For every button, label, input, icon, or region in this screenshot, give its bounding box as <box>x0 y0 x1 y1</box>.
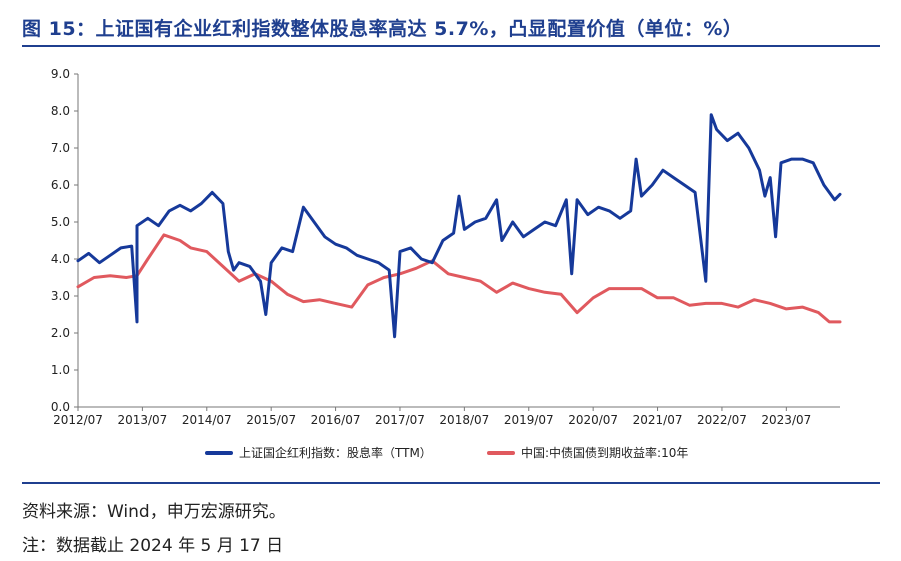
x-tick-label: 2013/07 <box>117 413 167 427</box>
source-note: 资料来源：Wind，申万宏源研究。 <box>22 502 286 522</box>
legend-swatch-bond-yield <box>487 450 515 455</box>
y-tick-label: 3.0 <box>51 289 70 303</box>
y-tick-label: 6.0 <box>51 178 70 192</box>
y-tick-label: 1.0 <box>51 363 70 377</box>
x-tick-label: 2022/07 <box>697 413 747 427</box>
legend-swatch-dividend-yield <box>205 450 233 455</box>
legend-item-bond-yield: 中国:中债国债到期收益率:10年 <box>487 444 688 461</box>
chart-title: 图 15：上证国有企业红利指数整体股息率高达 5.7%，凸显配置价值（单位：%） <box>22 18 743 40</box>
footer-rule <box>22 482 880 484</box>
legend-label-dividend-yield: 上证国企红利指数：股息率（TTM） <box>239 446 432 460</box>
x-tick-label: 2012/07 <box>53 413 103 427</box>
legend-item-dividend-yield: 上证国企红利指数：股息率（TTM） <box>205 444 432 461</box>
title-rule <box>22 45 880 47</box>
series-line-bond-yield <box>76 233 842 324</box>
y-tick-label: 5.0 <box>51 215 70 229</box>
x-tick-label: 2016/07 <box>311 413 361 427</box>
y-tick-label: 8.0 <box>51 104 70 118</box>
y-tick-label: 7.0 <box>51 141 70 155</box>
y-tick-label: 0.0 <box>51 400 70 414</box>
x-tick-label: 2018/07 <box>439 413 489 427</box>
x-tick-label: 2014/07 <box>182 413 232 427</box>
y-tick-label: 9.0 <box>51 67 70 81</box>
x-tick-label: 2021/07 <box>633 413 683 427</box>
x-tick-label: 2023/07 <box>761 413 811 427</box>
line-chart: 0.0 1.0 2.0 3.0 4.0 5.0 6.0 7.0 8.0 9.0 2012/07 201… <box>51 67 842 427</box>
x-tick-label: 2019/07 <box>504 413 554 427</box>
x-tick-label: 2015/07 <box>246 413 296 427</box>
x-tick-label: 2017/07 <box>375 413 425 427</box>
series-line-dividend-yield <box>76 113 842 339</box>
x-tick-label: 2020/07 <box>568 413 618 427</box>
date-note: 注：数据截止 2024 年 5 月 17 日 <box>22 536 284 556</box>
y-tick-label: 2.0 <box>51 326 70 340</box>
y-tick-label: 4.0 <box>51 252 70 266</box>
legend-label-bond-yield: 中国:中债国债到期收益率:10年 <box>521 446 689 460</box>
